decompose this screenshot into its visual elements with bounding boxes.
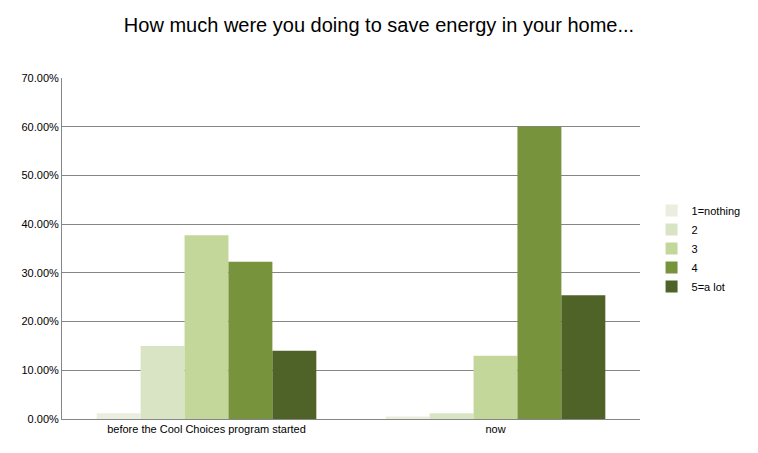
svg-text:20.00%: 20.00% (21, 315, 59, 327)
svg-text:0.00%: 0.00% (28, 413, 59, 425)
svg-text:10.00%: 10.00% (21, 364, 59, 376)
svg-text:2: 2 (692, 224, 698, 236)
svg-text:60.00%: 60.00% (21, 121, 59, 133)
svg-text:How much were you doing to sav: How much were you doing to save energy i… (124, 14, 634, 36)
svg-text:40.00%: 40.00% (21, 218, 59, 230)
svg-text:now: now (485, 423, 505, 435)
svg-text:30.00%: 30.00% (21, 267, 59, 279)
svg-text:70.00%: 70.00% (21, 72, 59, 84)
svg-text:5=a lot: 5=a lot (692, 281, 725, 293)
svg-text:1=nothing: 1=nothing (692, 205, 741, 217)
svg-text:before the Cool Choices progra: before the Cool Choices program started (107, 423, 306, 435)
svg-text:50.00%: 50.00% (21, 169, 59, 181)
svg-text:3: 3 (692, 243, 698, 255)
svg-text:4: 4 (692, 262, 698, 274)
